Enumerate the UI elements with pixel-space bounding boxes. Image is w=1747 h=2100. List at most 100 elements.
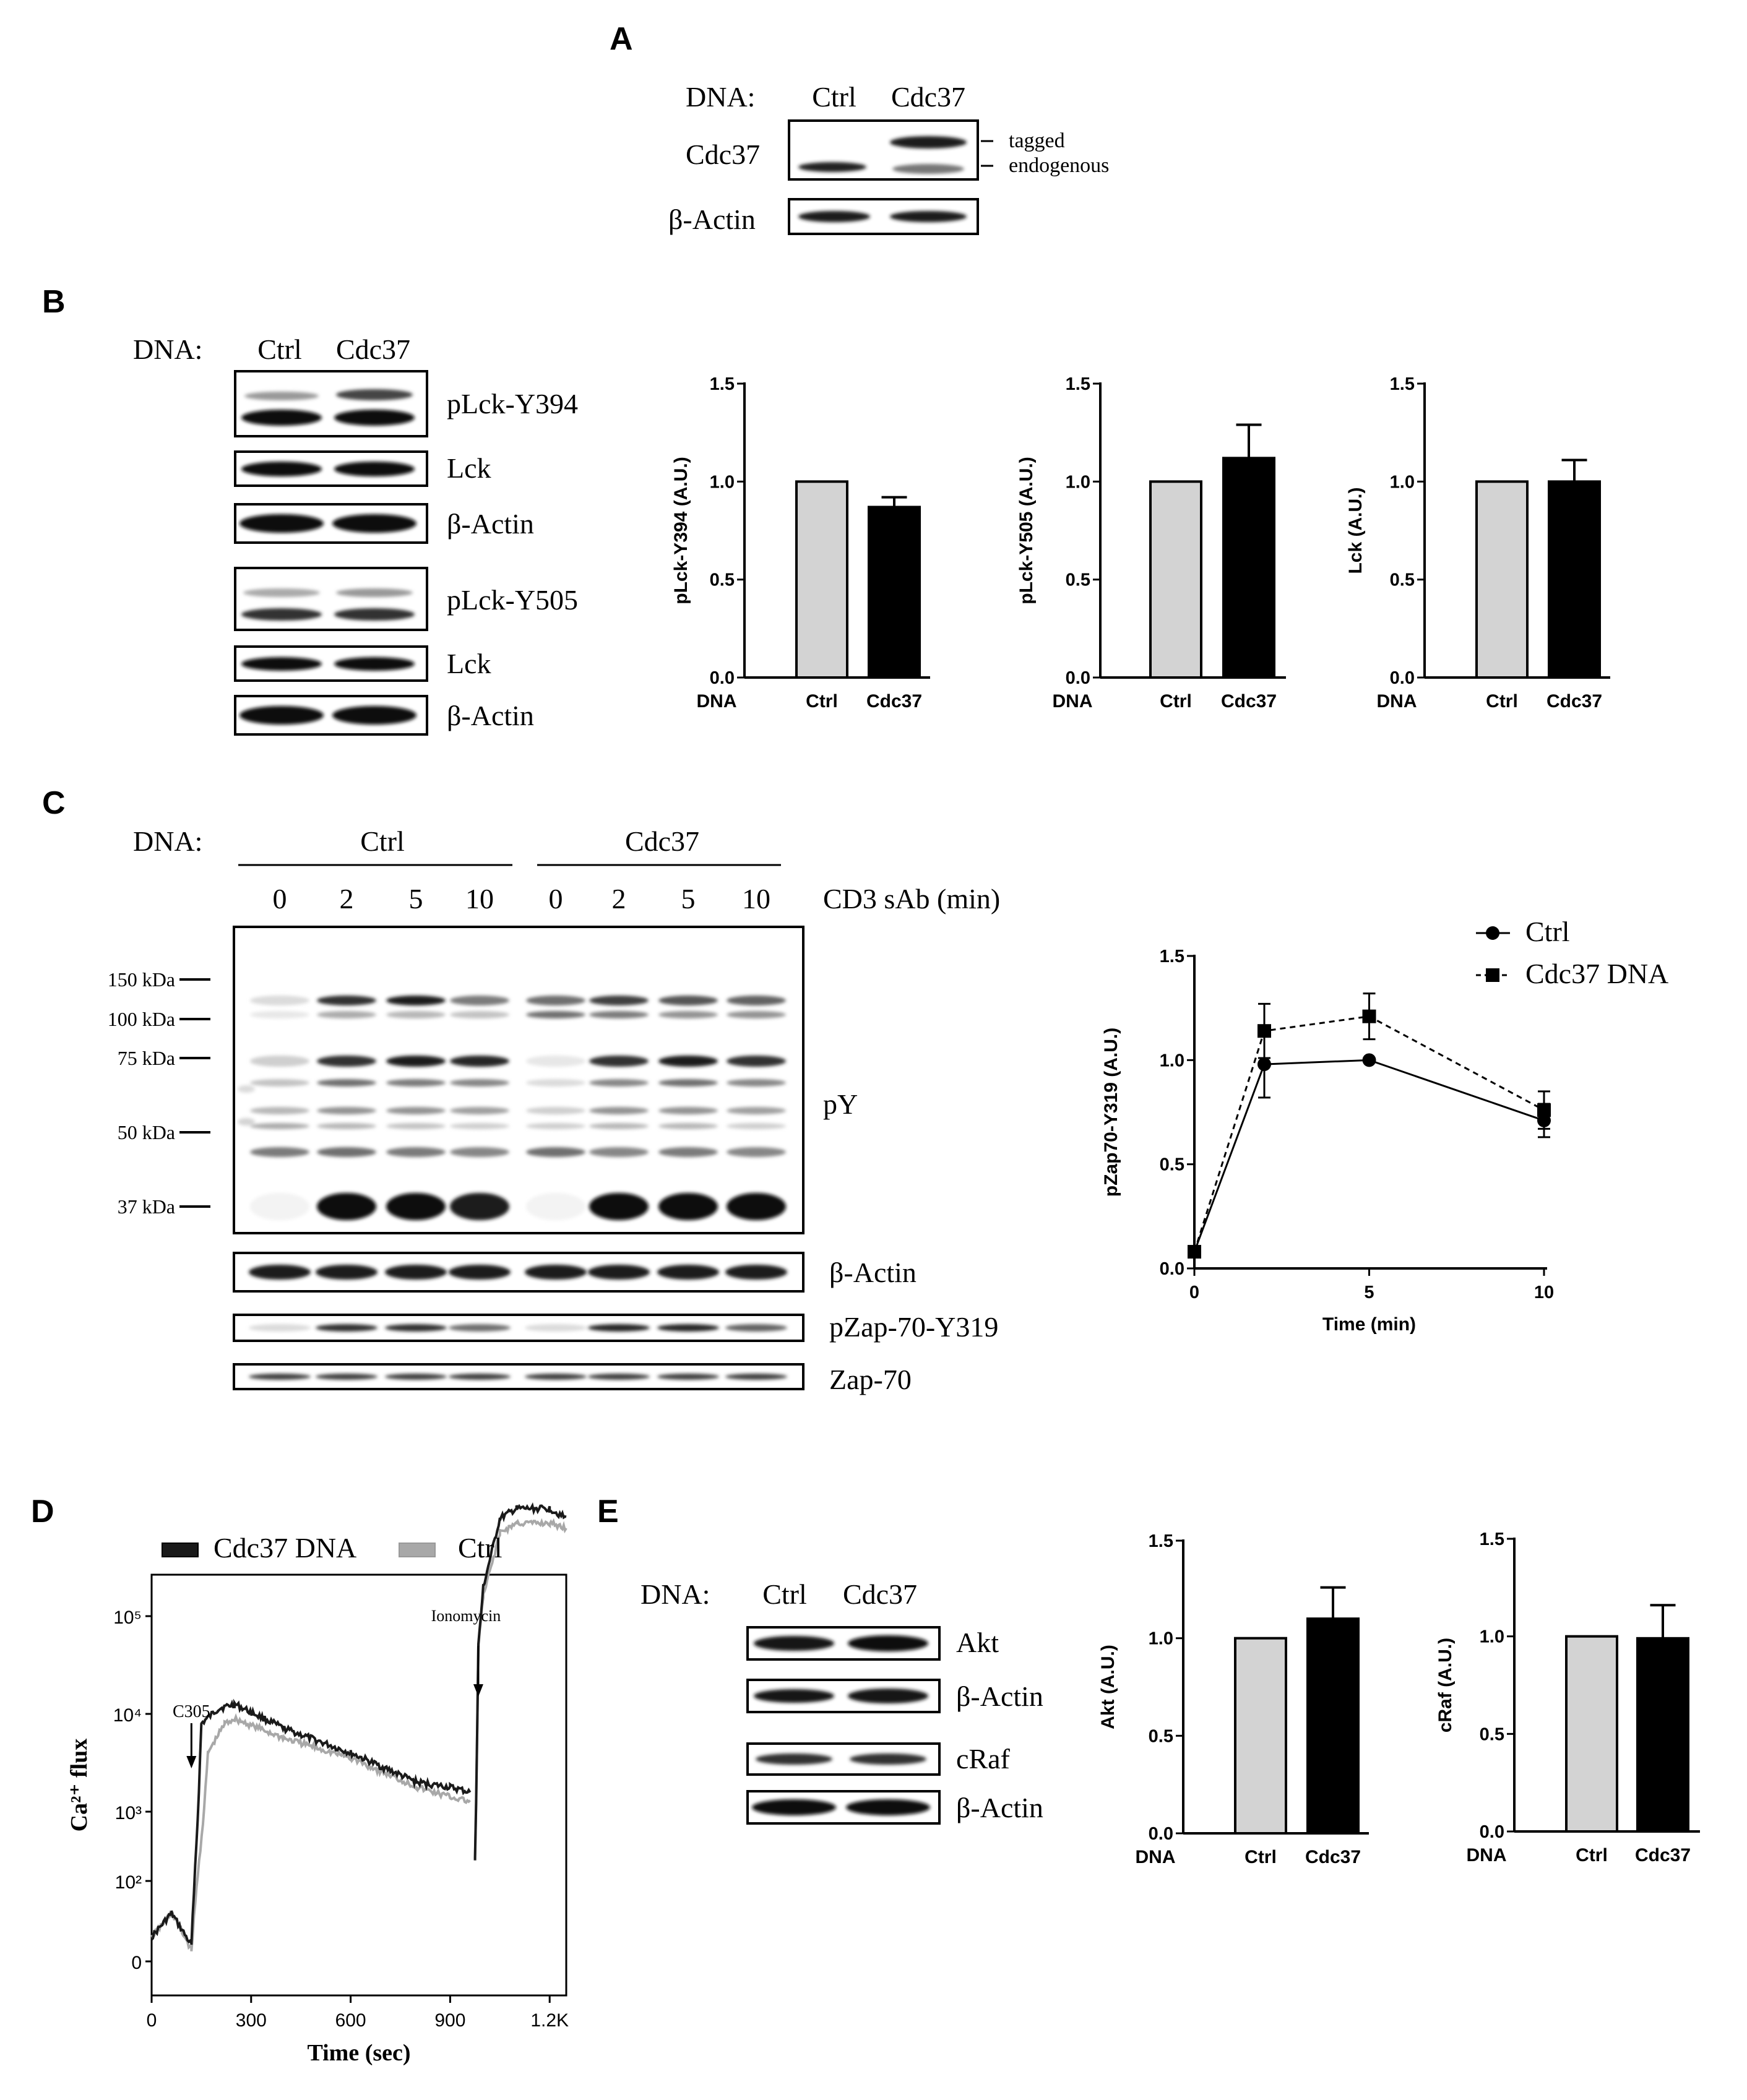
x-tick-label: Ctrl xyxy=(1160,691,1192,712)
bar-cdc37 xyxy=(1306,1617,1360,1835)
band xyxy=(589,996,649,1005)
blot-label: Lck xyxy=(447,452,491,484)
band xyxy=(450,1123,509,1129)
blot-label: β-Actin xyxy=(447,700,534,731)
band xyxy=(588,1324,650,1332)
band xyxy=(386,1193,446,1220)
band xyxy=(589,1011,649,1018)
x-axis-label: DNA xyxy=(1377,691,1417,712)
x-tick-label: Ctrl xyxy=(1244,1847,1277,1867)
band xyxy=(317,1123,376,1129)
chart-plck-y505: 0.0 0.5 1.0 1.5 Ctrl Cdc37 DNA pLck-Y505 (A.U.) xyxy=(1016,374,1286,712)
blot-lck-2 xyxy=(234,645,428,682)
x-tick-label: Cdc37 xyxy=(1635,1845,1691,1865)
time-label: 10 xyxy=(742,883,770,914)
band xyxy=(525,1374,587,1380)
band xyxy=(386,1107,446,1114)
band xyxy=(238,1085,255,1093)
band xyxy=(658,1147,718,1157)
band xyxy=(727,1011,786,1018)
data-point xyxy=(1257,1057,1271,1072)
band xyxy=(317,996,376,1005)
lane-label-cdc37: Cdc37 xyxy=(891,81,965,113)
lane-label-ctrl: Ctrl xyxy=(257,334,302,365)
lane-label-ctrl: Ctrl xyxy=(812,81,856,113)
band xyxy=(727,1079,786,1087)
band xyxy=(250,1011,309,1018)
band xyxy=(250,1079,309,1087)
band xyxy=(658,1011,718,1018)
y-tick-label: 0.0 xyxy=(710,668,735,688)
band xyxy=(526,1107,585,1114)
x-axis-label: DNA xyxy=(1136,1847,1176,1867)
y-tick-label: 0.0 xyxy=(1160,1259,1184,1279)
band xyxy=(526,996,585,1005)
time-label: 5 xyxy=(681,883,696,914)
band xyxy=(250,1147,309,1157)
panel-label-c: C xyxy=(42,785,66,821)
data-point xyxy=(1257,1024,1271,1038)
band xyxy=(450,996,509,1005)
y-tick-label: 0.5 xyxy=(1160,1155,1184,1175)
band xyxy=(657,1324,719,1332)
band xyxy=(658,1107,718,1114)
band xyxy=(526,1147,585,1157)
y-tick-label: 0.0 xyxy=(1390,668,1415,688)
blot-label: cRaf xyxy=(956,1743,1011,1775)
y-tick-label: 0 xyxy=(131,1953,142,1973)
blot-craf xyxy=(746,1742,941,1776)
band xyxy=(589,1123,649,1129)
panel-e: E DNA: Ctrl Cdc37 Akt β-Actin cRaf β-Act… xyxy=(597,1494,1043,1825)
kda-markers: 150 kDa 100 kDa 75 kDa 50 kDa 37 kDa xyxy=(108,968,210,1218)
y-tick-label: 1.5 xyxy=(1160,947,1184,966)
flux-trace-ctrl xyxy=(150,1518,567,1952)
band xyxy=(249,1265,311,1280)
x-axis-label: Time (sec) xyxy=(307,2040,410,2066)
band xyxy=(526,1079,585,1087)
y-tick-label: 1.5 xyxy=(710,374,735,394)
time-label: 0 xyxy=(273,883,287,914)
x-axis-label: DNA xyxy=(1053,691,1093,712)
band xyxy=(727,1123,786,1129)
band xyxy=(316,1265,377,1280)
kda-marker-label: 75 kDa xyxy=(118,1047,175,1069)
band xyxy=(727,1147,786,1157)
blot-label-cdc37: Cdc37 xyxy=(686,139,760,170)
band xyxy=(589,1147,649,1157)
panel-label-b: B xyxy=(42,284,66,320)
legend-swatch xyxy=(399,1543,436,1557)
band xyxy=(317,1011,376,1018)
y-tick-label: 0.5 xyxy=(1066,570,1090,590)
x-tick-label: 0 xyxy=(1189,1283,1199,1302)
band xyxy=(449,1324,511,1332)
band xyxy=(589,1079,649,1087)
band xyxy=(386,1056,446,1067)
blot-actin-b1 xyxy=(234,503,428,544)
bar-cdc37 xyxy=(1222,457,1275,679)
arrowhead xyxy=(473,1684,483,1697)
y-axis-label: pLck-Y505 (A.U.) xyxy=(1016,457,1037,604)
band xyxy=(727,996,786,1005)
band xyxy=(385,1374,447,1380)
blot-label: β-Actin xyxy=(829,1257,917,1288)
band xyxy=(525,1265,587,1280)
blot-zap70 xyxy=(233,1363,804,1390)
band xyxy=(238,1118,255,1125)
y-tick-label: 1.0 xyxy=(1149,1629,1173,1649)
blot-label: β-Actin xyxy=(956,1680,1043,1712)
x-axis-label: DNA xyxy=(697,691,737,712)
dna-label: DNA: xyxy=(686,81,755,113)
band xyxy=(250,1107,309,1114)
blot-label: pLck-Y505 xyxy=(447,584,578,616)
band xyxy=(317,1147,376,1157)
panel-b: B DNA: Ctrl Cdc37 pLck-Y394 Lck β-Actin xyxy=(42,284,578,736)
band xyxy=(727,1193,786,1220)
band xyxy=(249,1324,311,1332)
x-axis-label: DNA xyxy=(1467,1845,1507,1865)
band xyxy=(526,1123,585,1129)
chart-lck: 0.0 0.5 1.0 1.5 Ctrl Cdc37 DNA Lck (A.U.) xyxy=(1345,374,1610,712)
blot-actin-c xyxy=(233,1252,804,1293)
y-tick-label: 1.5 xyxy=(1390,374,1415,394)
data-point xyxy=(1362,1053,1376,1067)
band xyxy=(725,1374,787,1380)
